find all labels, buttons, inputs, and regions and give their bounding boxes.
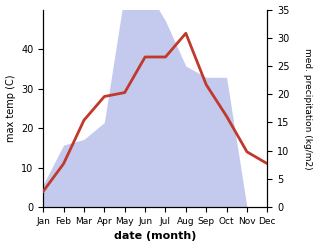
X-axis label: date (month): date (month) [114,231,197,242]
Y-axis label: max temp (C): max temp (C) [5,75,16,142]
Y-axis label: med. precipitation (kg/m2): med. precipitation (kg/m2) [303,48,313,169]
